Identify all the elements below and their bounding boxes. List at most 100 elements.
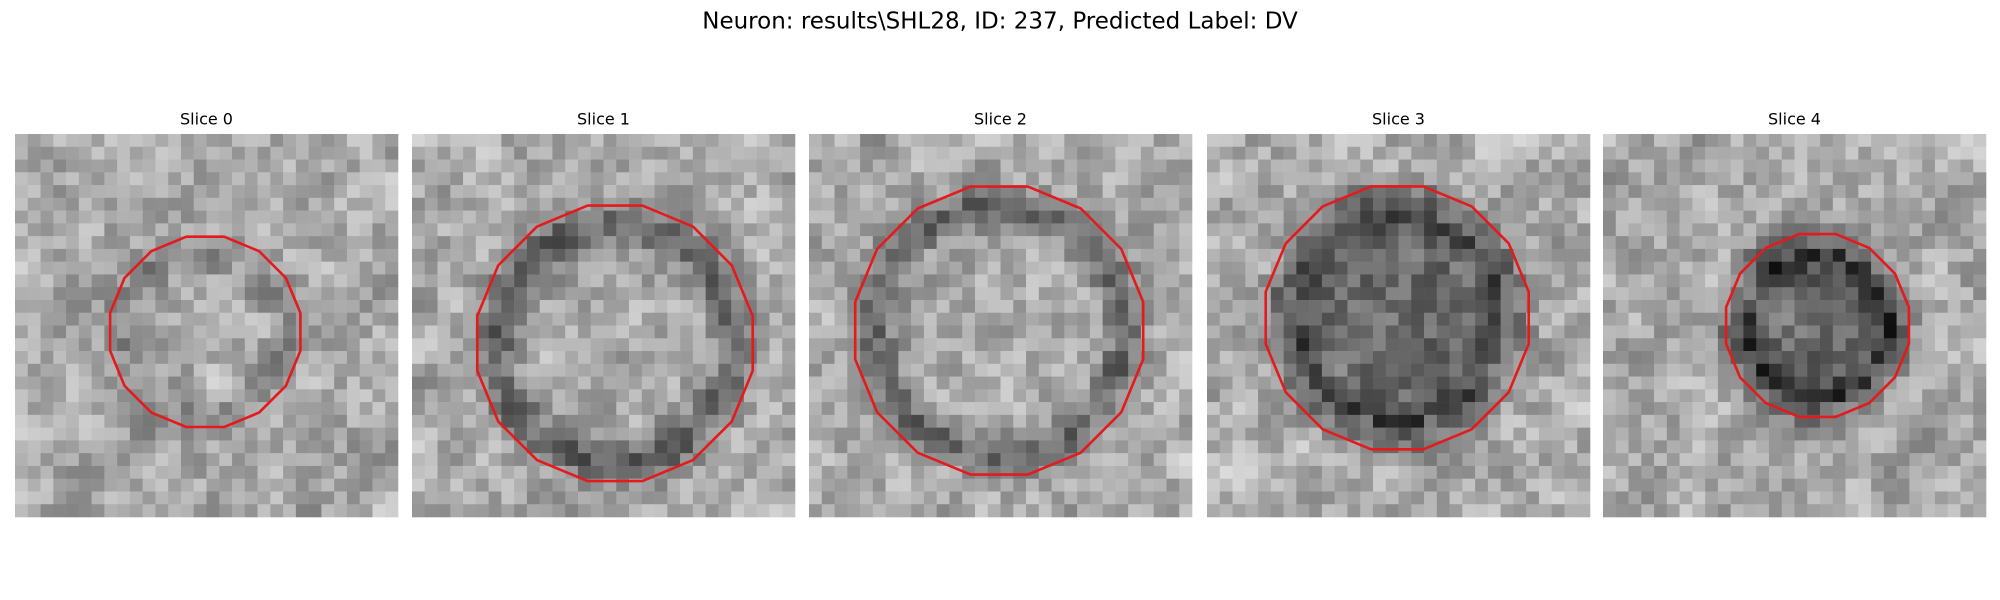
pixel (1398, 414, 1412, 428)
pixel (1960, 325, 1974, 339)
pixel (743, 146, 757, 160)
pixel (257, 338, 271, 352)
pixel (782, 223, 796, 237)
pixel (718, 414, 732, 428)
pixel (769, 389, 783, 403)
pixel (1347, 389, 1361, 403)
pixel (743, 312, 757, 326)
pixel (692, 299, 706, 314)
pixel (1258, 414, 1272, 428)
pixel (437, 453, 451, 467)
pixel (463, 299, 477, 314)
pixel (78, 159, 92, 173)
pixel (872, 299, 886, 314)
pixel (1398, 478, 1412, 492)
pixel (1526, 402, 1540, 416)
pixel (1858, 325, 1872, 339)
pixel (475, 440, 489, 454)
pixel (1832, 261, 1846, 275)
pixel (232, 287, 246, 301)
pixel (1973, 491, 1987, 505)
pixel (206, 172, 220, 186)
pixel (1424, 236, 1438, 250)
pixel (1960, 504, 1974, 518)
pixel (1871, 440, 1885, 454)
pixel (40, 440, 54, 454)
pixel (1832, 299, 1846, 314)
pixel (1398, 172, 1412, 186)
pixel (1500, 389, 1514, 403)
pixel (680, 197, 694, 211)
pixel (1896, 427, 1910, 441)
pixel (232, 172, 246, 186)
pixel (308, 312, 322, 326)
pixel (1424, 146, 1438, 160)
pixel (923, 427, 937, 441)
pixel (872, 478, 886, 492)
pixel (1909, 248, 1923, 262)
pixel (847, 427, 861, 441)
pixel (257, 185, 271, 199)
pixel (1309, 172, 1323, 186)
pixel (769, 504, 783, 518)
pixel (1270, 338, 1284, 352)
pixel (987, 376, 1001, 390)
pixel (155, 504, 169, 518)
pixel (1245, 389, 1259, 403)
pixel (91, 274, 105, 288)
pixel (782, 134, 796, 148)
pixel (1334, 185, 1348, 199)
pixel (1449, 453, 1463, 467)
pixel (334, 172, 348, 186)
pixel (193, 312, 207, 326)
pixel (1296, 478, 1310, 492)
pixel (731, 236, 745, 250)
pixel (244, 159, 258, 173)
pixel (1845, 159, 1859, 173)
pixel (1487, 287, 1501, 301)
pixel (1424, 453, 1438, 467)
pixel (1219, 210, 1233, 224)
pixel (1871, 236, 1885, 250)
pixel (949, 159, 963, 173)
pixel (1026, 389, 1040, 403)
pixel (270, 287, 284, 301)
pixel (1743, 185, 1757, 199)
pixel (1807, 325, 1821, 339)
pixel (1102, 159, 1116, 173)
pixel (155, 261, 169, 275)
pixel (539, 465, 553, 479)
pixel (1871, 185, 1885, 199)
pixel (1089, 504, 1103, 518)
pixel (104, 146, 118, 160)
pixel (168, 376, 182, 390)
pixel (437, 185, 451, 199)
pixel (104, 491, 118, 505)
pixel (1321, 478, 1335, 492)
pixel (1513, 478, 1527, 492)
pixel (1615, 376, 1629, 390)
pixel (1436, 236, 1450, 250)
pixel (1551, 172, 1565, 186)
pixel (603, 299, 617, 314)
pixel (1398, 159, 1412, 173)
pixel (1807, 274, 1821, 288)
pixel (514, 159, 528, 173)
pixel (911, 248, 925, 262)
pixel (872, 376, 886, 390)
pixel (974, 134, 989, 148)
pixel (552, 159, 566, 173)
pixel (1666, 223, 1680, 237)
pixel (718, 210, 732, 224)
pixel (577, 299, 592, 314)
pixel (27, 210, 41, 224)
pixel (616, 453, 630, 467)
pixel (1666, 236, 1680, 250)
pixel (463, 146, 477, 160)
pixel (680, 478, 694, 492)
pixel (1283, 248, 1297, 262)
pixel (1603, 389, 1617, 403)
pixel (334, 427, 348, 441)
pixel (450, 146, 464, 160)
pixel (667, 287, 681, 301)
